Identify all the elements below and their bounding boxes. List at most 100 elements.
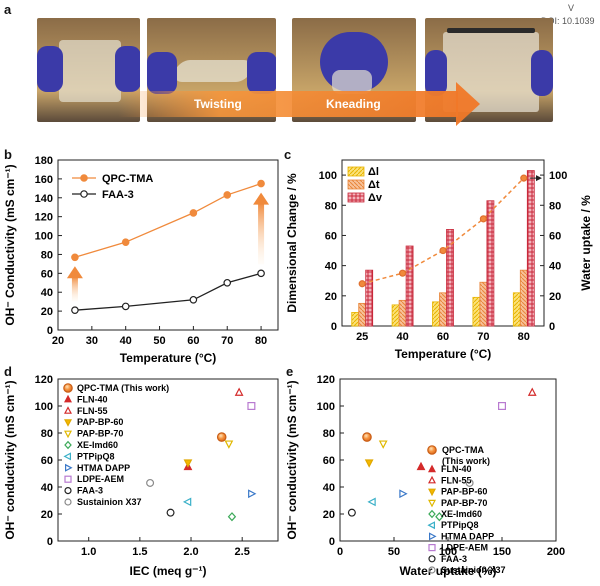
- chart-c-bar-dl: [472, 296, 481, 327]
- chart-d-point: [224, 440, 234, 449]
- chart-d-legend-label: PAP-BP-70: [77, 429, 123, 439]
- chart-c-ylabel: Dimensional Change / %: [285, 173, 299, 313]
- chart-d-legend-marker: [63, 383, 73, 393]
- chart-e-point: [347, 508, 356, 517]
- chart-e-point: [435, 512, 444, 522]
- chart-c-xtick-label: 40: [396, 331, 408, 343]
- chart-c-ytick-label: 60: [325, 230, 337, 242]
- chart-b-point: [71, 306, 79, 314]
- chart-e-legend-label: FAA-3: [441, 554, 467, 564]
- chart-e-legend-marker: [428, 475, 436, 484]
- chart-c-bar-dl: [432, 301, 440, 327]
- chart-d-xtick-label: 2.5: [235, 546, 250, 558]
- chart-d-point: [247, 401, 256, 410]
- chart-c-ytick-label: 80: [325, 200, 337, 212]
- chart-e-legend-marker: [428, 499, 436, 508]
- chart-e-ytick-label: 20: [323, 509, 335, 521]
- chart-b-point: [189, 209, 198, 217]
- chart-d-point: [183, 459, 193, 468]
- chart-b-series-line: [74, 272, 262, 311]
- chart-b-xlabel: Temperature (°C): [120, 351, 217, 365]
- chart-b-point: [257, 269, 265, 278]
- chart-d-ytick-label: 0: [47, 536, 53, 548]
- chart-e-point: [362, 432, 372, 442]
- chart-e-legend-marker: [428, 544, 436, 552]
- chart-b-ylabel: OH⁻ Conductivity (mS cm⁻¹): [3, 164, 17, 325]
- chart-e-xtick-label: 100: [439, 546, 457, 558]
- chart-e-ytick-label: 120: [317, 374, 335, 386]
- chart-e-point: [399, 489, 408, 499]
- chart-c-bar-dl: [351, 312, 360, 327]
- chart-b-ytick-label: 160: [35, 174, 53, 186]
- chart-d-conductivity-vs-iec: 0 20 40 60 80 100 120 1.0 1.5 2.0 2.5 IEC (meq g⁻¹)…: [3, 374, 279, 578]
- chart-e-ylabel: OH⁻ conductivity (mS cm⁻¹): [285, 380, 299, 539]
- clip-bar: [447, 28, 535, 33]
- chart-d-ylabel: OH⁻ conductivity (mS cm⁻¹): [3, 380, 17, 539]
- chart-d-xlabel: IEC (meq g⁻¹): [130, 564, 207, 578]
- chart-d-legend-marker: [63, 452, 72, 461]
- chart-e-legend-label: QPC-TMA: [442, 445, 484, 455]
- chart-c-y2tick-label: 60: [549, 230, 561, 242]
- chart-c-water-uptake-point: [358, 280, 366, 288]
- chart-d-point: [248, 489, 257, 499]
- chart-d-point: [216, 432, 227, 442]
- chart-b-legend-label: QPC-TMA: [102, 173, 153, 185]
- chart-c-bar-dt: [358, 302, 367, 327]
- chart-b-ytick-label: 60: [41, 268, 53, 280]
- chart-e-legend-marker: [428, 509, 436, 519]
- panel-label-e: e: [286, 364, 294, 379]
- chart-e-legend-marker: [428, 464, 436, 473]
- chart-c-y2tick-label: 80: [549, 200, 561, 212]
- chart-d-ytick-label: 40: [41, 482, 53, 494]
- chart-b-point: [223, 278, 232, 287]
- chart-d-legend-label: PAP-BP-60: [77, 417, 123, 427]
- chart-d-legend-label: LDPE-AEM: [77, 474, 124, 484]
- doi-text: DOI: 10.1039: [541, 16, 595, 26]
- chart-c-bar-dl: [391, 304, 400, 327]
- chart-c-water-uptake-point: [439, 246, 447, 255]
- chart-c-legend-label: Δl: [368, 166, 379, 178]
- chart-d-legend-label: FAA-3: [77, 486, 103, 496]
- chart-c-legend-swatch: [347, 166, 365, 177]
- chart-b-ytick-label: 100: [35, 231, 53, 243]
- chart-e-xtick-label: 200: [547, 546, 565, 558]
- chart-c-y2label: Water uptake / %: [579, 195, 593, 291]
- chart-e-legend-label: PAP-BP-60: [441, 487, 487, 497]
- chart-e-ytick-label: 40: [323, 482, 335, 494]
- chart-b-legend-marker: [80, 174, 88, 182]
- chart-d-legend-label: FLN-55: [77, 406, 108, 416]
- chart-c-water-uptake-point: [398, 269, 407, 277]
- chart-d-ytick-label: 80: [41, 428, 53, 440]
- chart-b-frame: [57, 159, 279, 331]
- chart-c-xtick-label: 80: [518, 331, 530, 343]
- chart-d-legend-label: PTPipQ8: [77, 451, 115, 461]
- chart-e-legend-label: Sustainion X37: [441, 565, 506, 575]
- chart-b-gradient-arrow-shaft: [258, 202, 265, 265]
- chart-d-xtick-label: 2.0: [183, 546, 198, 558]
- chart-e-point: [367, 497, 376, 507]
- chart-e-legend-marker: [429, 532, 437, 541]
- chart-d-legend-marker: [64, 394, 72, 403]
- chart-c-y2tick-label: 40: [549, 261, 561, 273]
- chart-d-ytick-label: 20: [41, 509, 53, 521]
- step-label-kneading: Kneading: [326, 97, 381, 111]
- chart-e-legend-marker: [428, 566, 436, 574]
- chart-e-legend-label: PAP-BP-70: [441, 498, 487, 508]
- chart-c-ytick-label: 40: [325, 261, 337, 273]
- chart-b-gradient-arrow-head: [253, 192, 270, 205]
- chart-e-xlabel: Water uptake (%): [400, 564, 497, 578]
- corner-fragment: V: [568, 3, 575, 13]
- photo-membrane-recovered: [425, 18, 553, 122]
- chart-c-bar-dv: [365, 269, 374, 327]
- chart-c-ytick-label: 0: [331, 321, 337, 333]
- chart-d-legend-label: QPC-TMA (This work): [77, 383, 169, 393]
- chart-d-legend-label: Sustainion X37: [77, 497, 142, 507]
- chart-c-water-uptake-point: [479, 215, 487, 223]
- chart-d-point: [182, 497, 192, 507]
- chart-c-water-uptake-point: [520, 174, 528, 182]
- chart-b-point: [71, 253, 79, 262]
- chart-d-legend-marker: [64, 463, 73, 472]
- chart-b-xtick-label: 30: [86, 335, 98, 347]
- chart-d-legend-marker: [64, 419, 72, 427]
- chart-b-ytick-label: 40: [41, 287, 53, 299]
